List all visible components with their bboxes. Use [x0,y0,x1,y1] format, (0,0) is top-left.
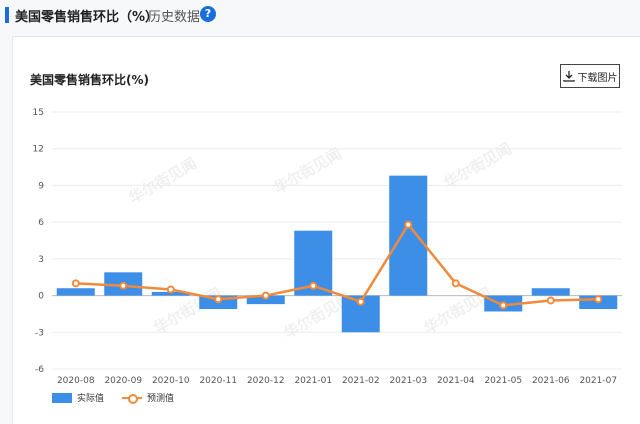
x-tick-label: 2021-01 [294,376,332,386]
x-tick-label: 2020-10 [152,376,190,386]
bar[interactable] [531,288,570,296]
y-tick-label: 0 [38,292,44,302]
bar[interactable] [151,291,190,296]
bar[interactable] [389,175,428,296]
x-tick-label: 2021-05 [484,376,522,386]
y-tick-label: -6 [35,365,44,375]
legend-swatch-line [122,393,143,404]
download-label: 下载图片 [577,72,618,84]
accent-bar [5,7,9,23]
legend-item-forecast[interactable]: 预测值 [122,391,174,404]
bar[interactable] [56,288,95,296]
forecast-series [71,220,603,310]
download-icon [562,71,575,82]
header: 美国零售销售环比（%） 历史数据 ? [0,0,640,30]
forecast-point[interactable] [214,295,223,304]
x-tick-label: 2021-06 [532,376,570,386]
chart-title: 美国零售销售环比(%) [30,73,149,87]
forecast-point[interactable] [356,297,365,306]
legend-label-actual: 实际值 [77,394,105,404]
forecast-point[interactable] [119,281,128,290]
chart-card [12,36,640,424]
y-tick-label: 3 [38,255,44,265]
x-tick-label: 2021-02 [342,376,380,386]
x-tick-label: 2020-08 [57,376,95,386]
bar-series [56,175,618,333]
legend: 实际值 预测值 [52,391,174,404]
forecast-point[interactable] [499,301,508,310]
y-tick-label: 15 [33,108,44,118]
x-tick-label: 2021-04 [437,376,475,386]
y-tick-label: -3 [35,328,44,338]
forecast-line [75,223,599,307]
forecast-point[interactable] [546,296,555,305]
forecast-point[interactable] [404,220,413,229]
x-tick-label: 2021-03 [389,376,427,386]
y-tick-label: 12 [33,145,44,155]
y-tick-label: 9 [38,181,44,191]
x-tick-label: 2020-09 [104,376,142,386]
bar[interactable] [246,295,285,305]
x-tick-label: 2021-07 [579,376,617,386]
help-icon[interactable]: ? [200,6,216,22]
forecast-point[interactable] [166,285,175,294]
forecast-point[interactable] [451,279,460,288]
forecast-point[interactable] [309,281,318,290]
download-image-button[interactable]: 下载图片 [560,64,620,88]
page-title: 美国零售销售环比（%） [15,10,159,25]
history-link[interactable]: 历史数据 [148,10,201,25]
legend-item-actual[interactable]: 实际值 [52,391,104,404]
legend-swatch-bar [52,392,72,403]
y-axis: 15 12 9 6 3 0 -3 -6 [33,108,45,375]
x-tick-label: 2020-11 [199,376,237,386]
grid [52,111,622,370]
y-tick-label: 6 [38,218,44,228]
legend-label-forecast: 预测值 [147,394,175,404]
x-tick-label: 2020-12 [247,376,285,386]
x-axis: 2020-08 2020-09 2020-10 2020-11 2020-12 2021-… [57,376,617,386]
forecast-point[interactable] [594,295,603,304]
forecast-point[interactable] [261,291,270,300]
forecast-point[interactable] [71,279,80,288]
